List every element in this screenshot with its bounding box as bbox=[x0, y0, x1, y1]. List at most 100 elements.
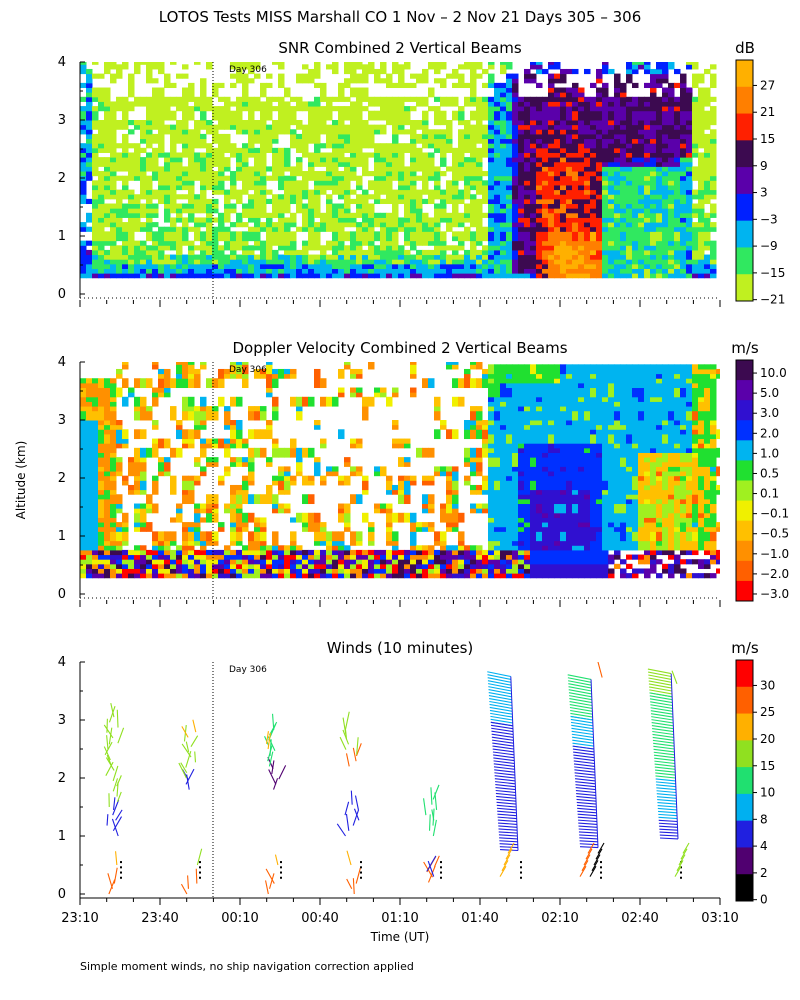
snr-cell bbox=[392, 161, 399, 167]
snr-cell bbox=[704, 166, 711, 172]
snr-cell bbox=[674, 203, 681, 209]
snr-cell bbox=[380, 101, 387, 107]
snr-cell bbox=[704, 87, 711, 93]
snr-cell bbox=[254, 222, 261, 228]
snr-cell bbox=[224, 175, 231, 181]
snr-cell bbox=[518, 273, 525, 279]
doppler-cell bbox=[140, 508, 147, 514]
snr-cell bbox=[374, 147, 381, 153]
snr-cell bbox=[578, 249, 585, 256]
snr-cell bbox=[128, 222, 135, 228]
snr-cell bbox=[452, 259, 459, 265]
snr-cell bbox=[122, 254, 129, 260]
snr-cell bbox=[458, 143, 465, 149]
snr-cell bbox=[644, 64, 651, 70]
snr-cell bbox=[632, 240, 639, 246]
snr-cell bbox=[170, 259, 177, 265]
snr-cell bbox=[404, 198, 411, 205]
snr-cell bbox=[326, 222, 333, 228]
snr-cell bbox=[434, 184, 441, 191]
snr-cell bbox=[410, 82, 417, 89]
snr-cell bbox=[704, 236, 711, 242]
doppler-cell bbox=[110, 559, 117, 565]
snr-cell bbox=[278, 124, 285, 130]
snr-cell bbox=[392, 152, 399, 158]
snr-cell bbox=[638, 254, 645, 260]
snr-cell bbox=[620, 138, 627, 144]
snr-cell bbox=[434, 226, 441, 232]
snr-cell bbox=[368, 133, 375, 140]
snr-cell bbox=[212, 161, 219, 167]
snr-cell bbox=[440, 62, 447, 65]
snr-cell bbox=[560, 73, 567, 79]
doppler-cell bbox=[104, 573, 111, 579]
snr-cell bbox=[566, 212, 573, 218]
doppler-cell bbox=[140, 568, 147, 574]
snr-cell bbox=[656, 143, 663, 149]
snr-cell bbox=[362, 189, 369, 195]
snr-cell bbox=[218, 106, 225, 112]
doppler-cell bbox=[92, 563, 99, 569]
snr-cell bbox=[620, 259, 627, 265]
snr-cell bbox=[152, 236, 159, 242]
snr-cell bbox=[686, 203, 693, 209]
snr-cell bbox=[182, 73, 189, 79]
doppler-cell bbox=[110, 503, 117, 509]
snr-cell bbox=[614, 82, 621, 89]
snr-cell bbox=[296, 78, 303, 84]
snr-cell bbox=[704, 263, 711, 269]
snr-cell bbox=[416, 152, 423, 158]
snr-cell bbox=[524, 110, 531, 116]
snr-cell bbox=[554, 157, 561, 163]
doppler-cell bbox=[248, 568, 255, 574]
snr-cell bbox=[410, 226, 417, 232]
snr-cell bbox=[518, 115, 525, 121]
colorbar-label: −21 bbox=[760, 293, 785, 307]
snr-cell bbox=[416, 236, 423, 242]
snr-cell bbox=[212, 129, 219, 135]
snr-cell bbox=[542, 120, 549, 126]
snr-cell bbox=[650, 115, 657, 121]
snr-cell bbox=[500, 203, 507, 209]
snr-cell bbox=[530, 143, 537, 149]
snr-cell bbox=[554, 231, 561, 237]
snr-cell bbox=[314, 68, 321, 75]
snr-cell bbox=[86, 152, 93, 158]
doppler-cell bbox=[236, 396, 243, 402]
snr-cell bbox=[260, 82, 267, 89]
snr-cell bbox=[146, 73, 153, 79]
doppler-cell bbox=[254, 433, 261, 440]
snr-cell bbox=[80, 64, 87, 70]
snr-cell bbox=[110, 147, 117, 153]
snr-cell bbox=[92, 110, 99, 116]
snr-cell bbox=[236, 78, 243, 84]
snr-cell bbox=[602, 133, 609, 140]
doppler-cell bbox=[134, 447, 141, 453]
snr-cell bbox=[212, 110, 219, 116]
snr-cell bbox=[506, 180, 513, 186]
snr-cell bbox=[224, 245, 231, 251]
snr-cell bbox=[494, 212, 501, 218]
snr-cell bbox=[230, 222, 237, 228]
snr-cell bbox=[398, 101, 405, 107]
snr-cell bbox=[110, 161, 117, 167]
snr-cell bbox=[584, 180, 591, 186]
snr-cell bbox=[584, 208, 591, 214]
snr-cell bbox=[116, 222, 123, 228]
snr-cell bbox=[404, 254, 411, 260]
snr-cell bbox=[422, 129, 429, 135]
snr-cell bbox=[434, 143, 441, 149]
doppler-cell bbox=[194, 429, 201, 435]
doppler-cell bbox=[104, 568, 111, 574]
doppler-cell bbox=[242, 563, 249, 569]
snr-cell bbox=[362, 203, 369, 209]
snr-cell bbox=[464, 226, 471, 232]
doppler-cell bbox=[224, 368, 231, 375]
snr-cell bbox=[134, 263, 141, 269]
snr-cell bbox=[182, 115, 189, 121]
snr-cell bbox=[368, 64, 375, 70]
snr-cell bbox=[494, 115, 501, 121]
snr-cell bbox=[656, 78, 663, 84]
snr-cell bbox=[314, 152, 321, 158]
snr-cell bbox=[194, 226, 201, 232]
